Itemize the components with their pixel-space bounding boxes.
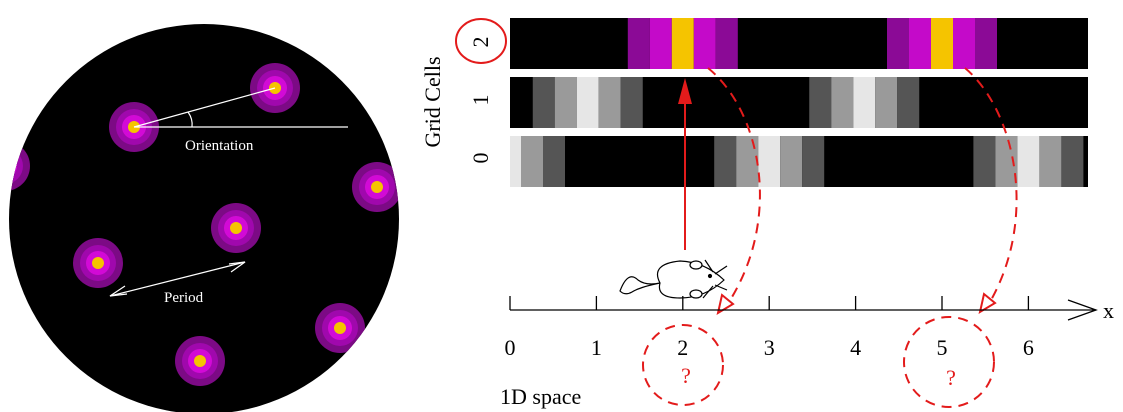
strip-segment xyxy=(931,18,953,69)
grid-field-6 xyxy=(73,238,123,288)
question-mark-left: ? xyxy=(681,363,691,388)
row-labels: 2 1 0 xyxy=(468,37,493,164)
grid-field-8 xyxy=(175,336,225,386)
x-axis-arrowhead xyxy=(1067,299,1098,321)
strip-segment xyxy=(1039,136,1062,187)
space-label: 1D space xyxy=(500,384,581,409)
strip-segment xyxy=(620,77,643,128)
inference-arrow-left-head xyxy=(716,293,735,316)
inference-arrow-right-head xyxy=(978,292,997,315)
arena-disc xyxy=(9,24,399,412)
strip-segment xyxy=(887,18,909,69)
strip-segment xyxy=(576,77,599,128)
unknown-position-circle-left xyxy=(642,324,724,406)
inference-arrow-right xyxy=(964,67,1018,308)
strip-segment xyxy=(995,136,1018,187)
strip-row-2 xyxy=(510,18,1088,69)
x-axis: 0 1 2 3 4 5 6 x xyxy=(505,296,1114,360)
orientation-angle-arc xyxy=(187,111,193,128)
strip-segment xyxy=(897,77,920,128)
strip-segment xyxy=(510,136,521,187)
x-tick-label: 5 xyxy=(937,335,948,360)
strip-segment xyxy=(853,77,876,128)
x-tick-label: 1 xyxy=(591,335,602,360)
strip-segment xyxy=(909,18,931,69)
question-mark-right: ? xyxy=(946,365,956,390)
grid-cell-panel: Grid Cells 2 1 0 xyxy=(420,18,1114,409)
unknown-position-circle-right xyxy=(903,316,995,408)
row-label-1: 1 xyxy=(468,95,493,106)
y-axis-label: Grid Cells xyxy=(420,56,445,147)
strip-segment xyxy=(1017,136,1040,187)
activation-arrow-head xyxy=(678,78,692,104)
grid-field-7 xyxy=(315,303,365,353)
x-axis-label: x xyxy=(1103,298,1114,323)
strip-segment xyxy=(975,18,997,69)
strip-segment xyxy=(598,77,621,128)
row-label-2: 2 xyxy=(468,37,493,48)
strip-segment xyxy=(809,77,832,128)
strip-segment xyxy=(1061,136,1084,187)
strip-segment xyxy=(758,136,781,187)
strip-segment xyxy=(780,136,803,187)
strip-segment xyxy=(554,77,577,128)
strip-segment xyxy=(715,18,738,69)
period-arrow-head-left xyxy=(109,285,128,297)
row-label-0: 0 xyxy=(468,153,493,164)
strip-segment xyxy=(736,136,759,187)
grid-field-3 xyxy=(352,162,399,212)
strip-row-2-background xyxy=(510,18,1088,69)
strip-segment xyxy=(532,77,555,128)
strip-row-1 xyxy=(510,77,1088,128)
x-tick-label: 2 xyxy=(677,335,688,360)
x-axis-ticks: 0 1 2 3 4 5 6 xyxy=(505,296,1034,360)
strip-segment xyxy=(831,77,854,128)
strip-segment xyxy=(671,18,694,69)
period-arrow-head-right xyxy=(228,261,246,273)
mouse-icon xyxy=(619,259,728,299)
strip-segment xyxy=(875,77,898,128)
strip-segment xyxy=(953,18,975,69)
inference-arrow-left xyxy=(707,67,761,309)
grid-field-5 xyxy=(211,203,261,253)
strip-segment xyxy=(627,18,650,69)
x-tick-label: 0 xyxy=(505,335,516,360)
grid-cell-strips xyxy=(510,18,1088,187)
row-2-highlight-circle xyxy=(455,18,507,64)
x-tick-label: 4 xyxy=(850,335,861,360)
strip-segment xyxy=(521,136,543,187)
strip-segment xyxy=(649,18,672,69)
grid-field-panel: Orientation Period xyxy=(9,24,399,412)
strip-segment xyxy=(973,136,996,187)
strip-segment xyxy=(714,136,737,187)
period-arrow-line xyxy=(109,261,246,297)
orientation-line xyxy=(133,87,276,128)
strip-segment xyxy=(802,136,825,187)
x-tick-label: 6 xyxy=(1023,335,1034,360)
strip-segment xyxy=(543,136,565,187)
x-tick-label: 3 xyxy=(764,335,775,360)
orientation-label: Orientation xyxy=(185,138,254,154)
period-label: Period xyxy=(164,290,204,306)
strip-row-0 xyxy=(510,136,1088,187)
strip-segment xyxy=(693,18,716,69)
